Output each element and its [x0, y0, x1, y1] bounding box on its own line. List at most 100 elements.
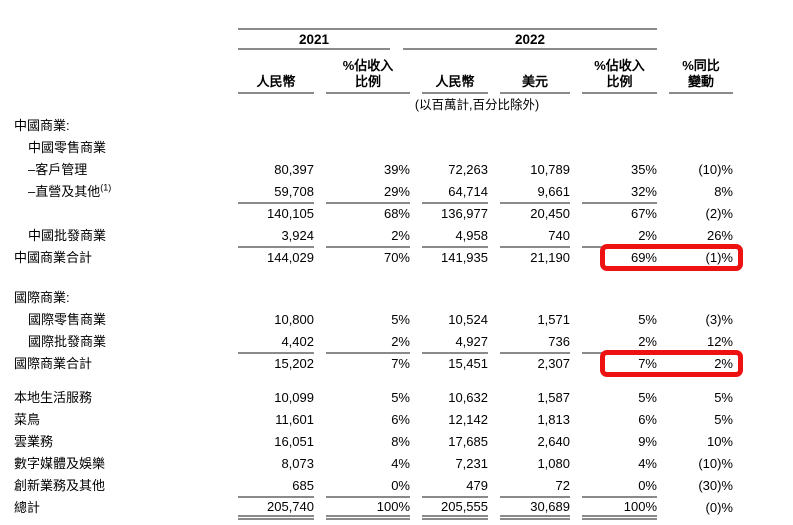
- table-row: 雲業務 16,051 8% 17,685 2,640 9% 10%: [14, 432, 733, 454]
- column-header-rmb-2022: 人民幣: [422, 74, 488, 94]
- cell-yoy-change: (2)%: [705, 206, 733, 221]
- column-header-yoy-change: %同比 變動: [669, 58, 733, 94]
- column-header-pct-revenue-2021: %佔收入 比例: [326, 58, 410, 94]
- section-china-commerce: 中國商業: 中國零售商業 –客戶管理 80,397 39% 72,263 10,789 35%…: [14, 116, 743, 271]
- cell-rmb-2021: 3,924: [238, 226, 314, 248]
- cell-rmb-2022: 72,263: [448, 162, 488, 177]
- cell-usd-2022: 1,571: [537, 312, 570, 327]
- cell-yoy-change: 5%: [714, 390, 733, 405]
- cell-yoy-change: 2%: [714, 356, 733, 371]
- row-label: 國際商業:: [14, 290, 70, 305]
- cell-rmb-2022: 141,935: [441, 250, 488, 265]
- cell-pct-revenue-2022: 67%: [630, 206, 657, 221]
- cell-usd-2022: 72: [500, 476, 570, 498]
- cell-usd-2022: 1,587: [537, 390, 570, 405]
- cell-rmb-2022: 205,555: [422, 498, 488, 520]
- footnote-ref: (1): [100, 182, 112, 193]
- cell-rmb-2022: 7,231: [455, 456, 488, 471]
- row-label: –直營及其他(1): [28, 182, 112, 199]
- column-header-usd-2022: 美元: [500, 74, 570, 94]
- cell-rmb-2022: 4,958: [422, 226, 488, 248]
- cell-rmb-2022: 479: [422, 476, 488, 498]
- table-row: 數字媒體及娛樂 8,073 4% 7,231 1,080 4% (10)%: [14, 454, 733, 476]
- cell-yoy-change: 26%: [706, 228, 733, 243]
- row-label: 雲業務: [14, 434, 54, 449]
- cell-pct-revenue-2022: [582, 138, 657, 160]
- cell-rmb-2021: 685: [238, 476, 314, 498]
- cell-usd-2022: 30,689: [500, 498, 570, 520]
- table-row: 中國商業:: [14, 116, 733, 138]
- cell-pct-revenue-2022: 2%: [582, 332, 657, 354]
- cell-yoy-change: [669, 138, 733, 160]
- table-row: 國際零售商業 10,800 5% 10,524 1,571 5% (3)%: [14, 310, 733, 332]
- row-label: 創新業務及其他: [14, 478, 106, 493]
- row-label: [14, 204, 238, 226]
- cell-pct-revenue-2021: 7%: [391, 356, 410, 371]
- cell-usd-2022: 2,640: [537, 434, 570, 449]
- cell-rmb-2021: 59,708: [238, 182, 314, 204]
- cell-yoy-change: 5%: [714, 412, 733, 427]
- cell-rmb-2021: 144,029: [267, 250, 314, 265]
- cell-rmb-2022: [422, 138, 488, 160]
- cell-pct-revenue-2021: 2%: [326, 226, 410, 248]
- cell-usd-2022: 1,080: [537, 456, 570, 471]
- cell-rmb-2021: [238, 138, 314, 160]
- cell-pct-revenue-2022: 9%: [638, 434, 657, 449]
- cell-usd-2022: 1,813: [537, 412, 570, 427]
- cell-yoy-change: (10)%: [698, 162, 733, 177]
- cell-pct-revenue-2022: 35%: [630, 162, 657, 177]
- cell-yoy-change: (3)%: [705, 312, 733, 327]
- cell-usd-2022: [500, 116, 570, 138]
- row-label: 中國商業:: [14, 118, 70, 133]
- cell-yoy-change: (10)%: [698, 456, 733, 471]
- cell-yoy-change: (1)%: [705, 250, 733, 265]
- cell-rmb-2022: [422, 288, 488, 310]
- cell-pct-revenue-2022: 5%: [638, 312, 657, 327]
- table-row: 中國零售商業: [14, 138, 733, 160]
- cell-pct-revenue-2022: 4%: [638, 456, 657, 471]
- section-international-commerce: 國際商業: 國際零售商業 10,800 5% 10,524 1,571 5% (3)% 國際批發…: [14, 288, 743, 377]
- cell-pct-revenue-2022: 32%: [582, 182, 657, 204]
- column-header-row: 人民幣 %佔收入 比例 人民幣 美元 %佔收入 比例 %同比 變動: [14, 52, 733, 94]
- cell-yoy-change: (30)%: [698, 478, 733, 493]
- cell-pct-revenue-2021: 29%: [326, 182, 410, 204]
- section-other-segments: 本地生活服務 10,099 5% 10,632 1,587 5% 5% 菜鳥 11,601 6% 1…: [14, 388, 733, 520]
- row-label: 中國零售商業: [28, 140, 107, 155]
- year-group-2022: 2022: [514, 32, 546, 47]
- cell-rmb-2022: 15,451: [448, 356, 488, 371]
- cell-pct-revenue-2022: 100%: [582, 498, 657, 520]
- row-label: –客戶管理: [28, 162, 88, 177]
- table-row: 中國商業合計 144,029 70% 141,935 21,190 69% (1)%: [14, 244, 743, 271]
- cell-pct-revenue-2021: 8%: [391, 434, 410, 449]
- row-label: 中國批發商業: [28, 228, 107, 243]
- row-label: 國際商業合計: [14, 356, 93, 371]
- cell-pct-revenue-2021: 39%: [383, 162, 410, 177]
- year-group-2022-rule: [403, 48, 657, 50]
- cell-rmb-2022: 10,524: [448, 312, 488, 327]
- cell-yoy-change: [669, 116, 733, 138]
- row-label: 本地生活服務: [14, 390, 93, 405]
- cell-pct-revenue-2022: 6%: [638, 412, 657, 427]
- table-row: 創新業務及其他 685 0% 479 72 0% (30)%: [14, 476, 733, 498]
- row-label: 數字媒體及娛樂: [14, 456, 106, 471]
- cell-rmb-2022: [422, 116, 488, 138]
- cell-pct-revenue-2022: [582, 116, 657, 138]
- cell-usd-2022: 740: [500, 226, 570, 248]
- table-row: 菜鳥 11,601 6% 12,142 1,813 6% 5%: [14, 410, 733, 432]
- cell-rmb-2021: [238, 116, 314, 138]
- cell-yoy-change: (0)%: [705, 500, 733, 515]
- cell-rmb-2022: 10,632: [448, 390, 488, 405]
- row-label: 總計: [14, 500, 41, 515]
- cell-usd-2022: [500, 288, 570, 310]
- cell-pct-revenue-2021: 5%: [391, 312, 410, 327]
- cell-pct-revenue-2021: 0%: [326, 476, 410, 498]
- cell-usd-2022: 20,450: [530, 206, 570, 221]
- cell-pct-revenue-2022: 7%: [638, 356, 657, 371]
- year-group-2021: 2021: [298, 32, 330, 47]
- cell-usd-2022: 2,307: [537, 356, 570, 371]
- table-row: 國際商業合計 15,202 7% 15,451 2,307 7% 2%: [14, 350, 743, 377]
- cell-rmb-2021: 10,800: [274, 312, 314, 327]
- table-row: 本地生活服務 10,099 5% 10,632 1,587 5% 5%: [14, 388, 733, 410]
- cell-rmb-2021: [238, 288, 314, 310]
- cell-pct-revenue-2021: 5%: [391, 390, 410, 405]
